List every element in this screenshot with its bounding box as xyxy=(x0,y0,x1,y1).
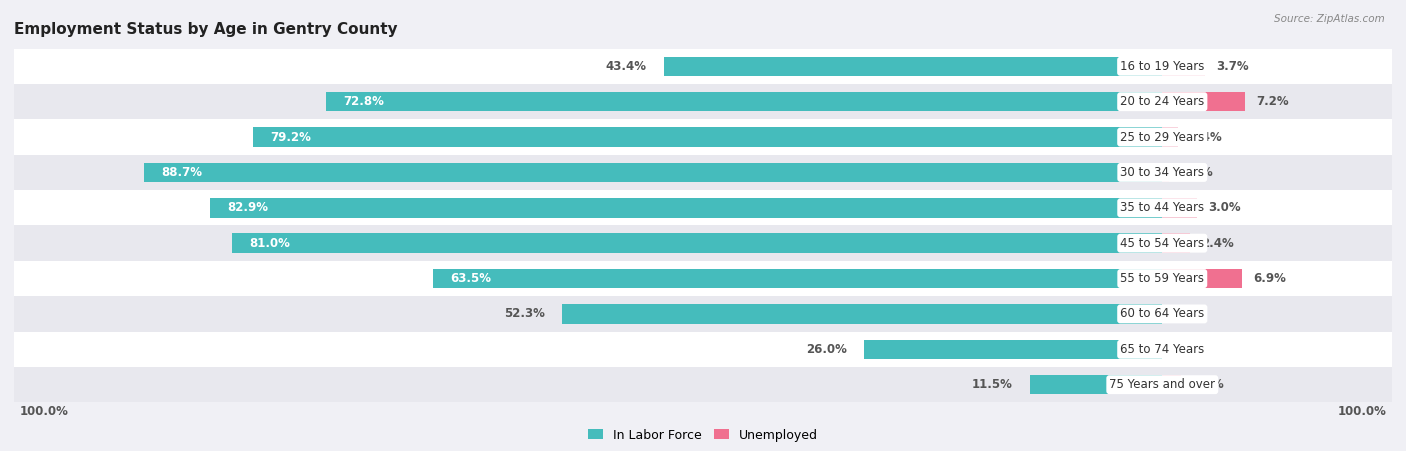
Text: 25 to 29 Years: 25 to 29 Years xyxy=(1121,131,1205,143)
Text: 3.7%: 3.7% xyxy=(1216,60,1249,73)
Bar xyxy=(1163,163,1170,182)
Text: 3.0%: 3.0% xyxy=(1208,201,1241,214)
Text: 75 Years and over: 75 Years and over xyxy=(1109,378,1215,391)
Text: 100.0%: 100.0% xyxy=(20,405,69,418)
Text: 79.2%: 79.2% xyxy=(270,131,311,143)
Text: 16 to 19 Years: 16 to 19 Years xyxy=(1121,60,1205,73)
Text: 100.0%: 100.0% xyxy=(1337,405,1386,418)
Text: 43.4%: 43.4% xyxy=(606,60,647,73)
Text: 88.7%: 88.7% xyxy=(162,166,202,179)
FancyBboxPatch shape xyxy=(14,226,1392,261)
Text: 52.3%: 52.3% xyxy=(503,308,544,320)
FancyBboxPatch shape xyxy=(14,367,1392,402)
Bar xyxy=(562,304,1163,324)
Bar xyxy=(1163,56,1205,76)
Bar xyxy=(1163,269,1241,288)
Bar xyxy=(863,340,1163,359)
Text: 82.9%: 82.9% xyxy=(228,201,269,214)
Text: 72.8%: 72.8% xyxy=(343,95,384,108)
FancyBboxPatch shape xyxy=(14,190,1392,226)
FancyBboxPatch shape xyxy=(14,331,1392,367)
Text: 30 to 34 Years: 30 to 34 Years xyxy=(1121,166,1205,179)
Text: 2.4%: 2.4% xyxy=(1201,237,1234,250)
FancyBboxPatch shape xyxy=(14,84,1392,120)
Text: 60 to 64 Years: 60 to 64 Years xyxy=(1121,308,1205,320)
Text: 63.5%: 63.5% xyxy=(450,272,491,285)
Bar xyxy=(211,198,1163,217)
FancyBboxPatch shape xyxy=(14,261,1392,296)
Bar xyxy=(1163,127,1178,147)
Bar xyxy=(1163,375,1181,395)
Text: 0.0%: 0.0% xyxy=(1174,308,1206,320)
Text: 55 to 59 Years: 55 to 59 Years xyxy=(1121,272,1205,285)
Text: 0.0%: 0.0% xyxy=(1174,343,1206,356)
Text: 11.5%: 11.5% xyxy=(972,378,1014,391)
Text: Source: ZipAtlas.com: Source: ZipAtlas.com xyxy=(1274,14,1385,23)
Text: 20 to 24 Years: 20 to 24 Years xyxy=(1121,95,1205,108)
Bar xyxy=(1163,92,1244,111)
Bar xyxy=(433,269,1163,288)
FancyBboxPatch shape xyxy=(14,120,1392,155)
Bar xyxy=(1031,375,1163,395)
Bar xyxy=(326,92,1163,111)
Text: 1.6%: 1.6% xyxy=(1192,378,1225,391)
Text: 1.4%: 1.4% xyxy=(1189,131,1223,143)
Text: 81.0%: 81.0% xyxy=(249,237,290,250)
Text: Employment Status by Age in Gentry County: Employment Status by Age in Gentry Count… xyxy=(14,22,398,37)
Bar xyxy=(1163,234,1189,253)
FancyBboxPatch shape xyxy=(14,49,1392,84)
Bar xyxy=(143,163,1163,182)
Text: 7.2%: 7.2% xyxy=(1257,95,1289,108)
Legend: In Labor Force, Unemployed: In Labor Force, Unemployed xyxy=(583,423,823,446)
Text: 35 to 44 Years: 35 to 44 Years xyxy=(1121,201,1205,214)
Text: 26.0%: 26.0% xyxy=(806,343,846,356)
Text: 65 to 74 Years: 65 to 74 Years xyxy=(1121,343,1205,356)
Bar xyxy=(1163,198,1197,217)
Text: 45 to 54 Years: 45 to 54 Years xyxy=(1121,237,1205,250)
Text: 6.9%: 6.9% xyxy=(1253,272,1286,285)
Bar xyxy=(253,127,1163,147)
FancyBboxPatch shape xyxy=(14,296,1392,331)
Text: 0.6%: 0.6% xyxy=(1181,166,1213,179)
FancyBboxPatch shape xyxy=(14,155,1392,190)
Bar xyxy=(232,234,1163,253)
Bar xyxy=(664,56,1163,76)
